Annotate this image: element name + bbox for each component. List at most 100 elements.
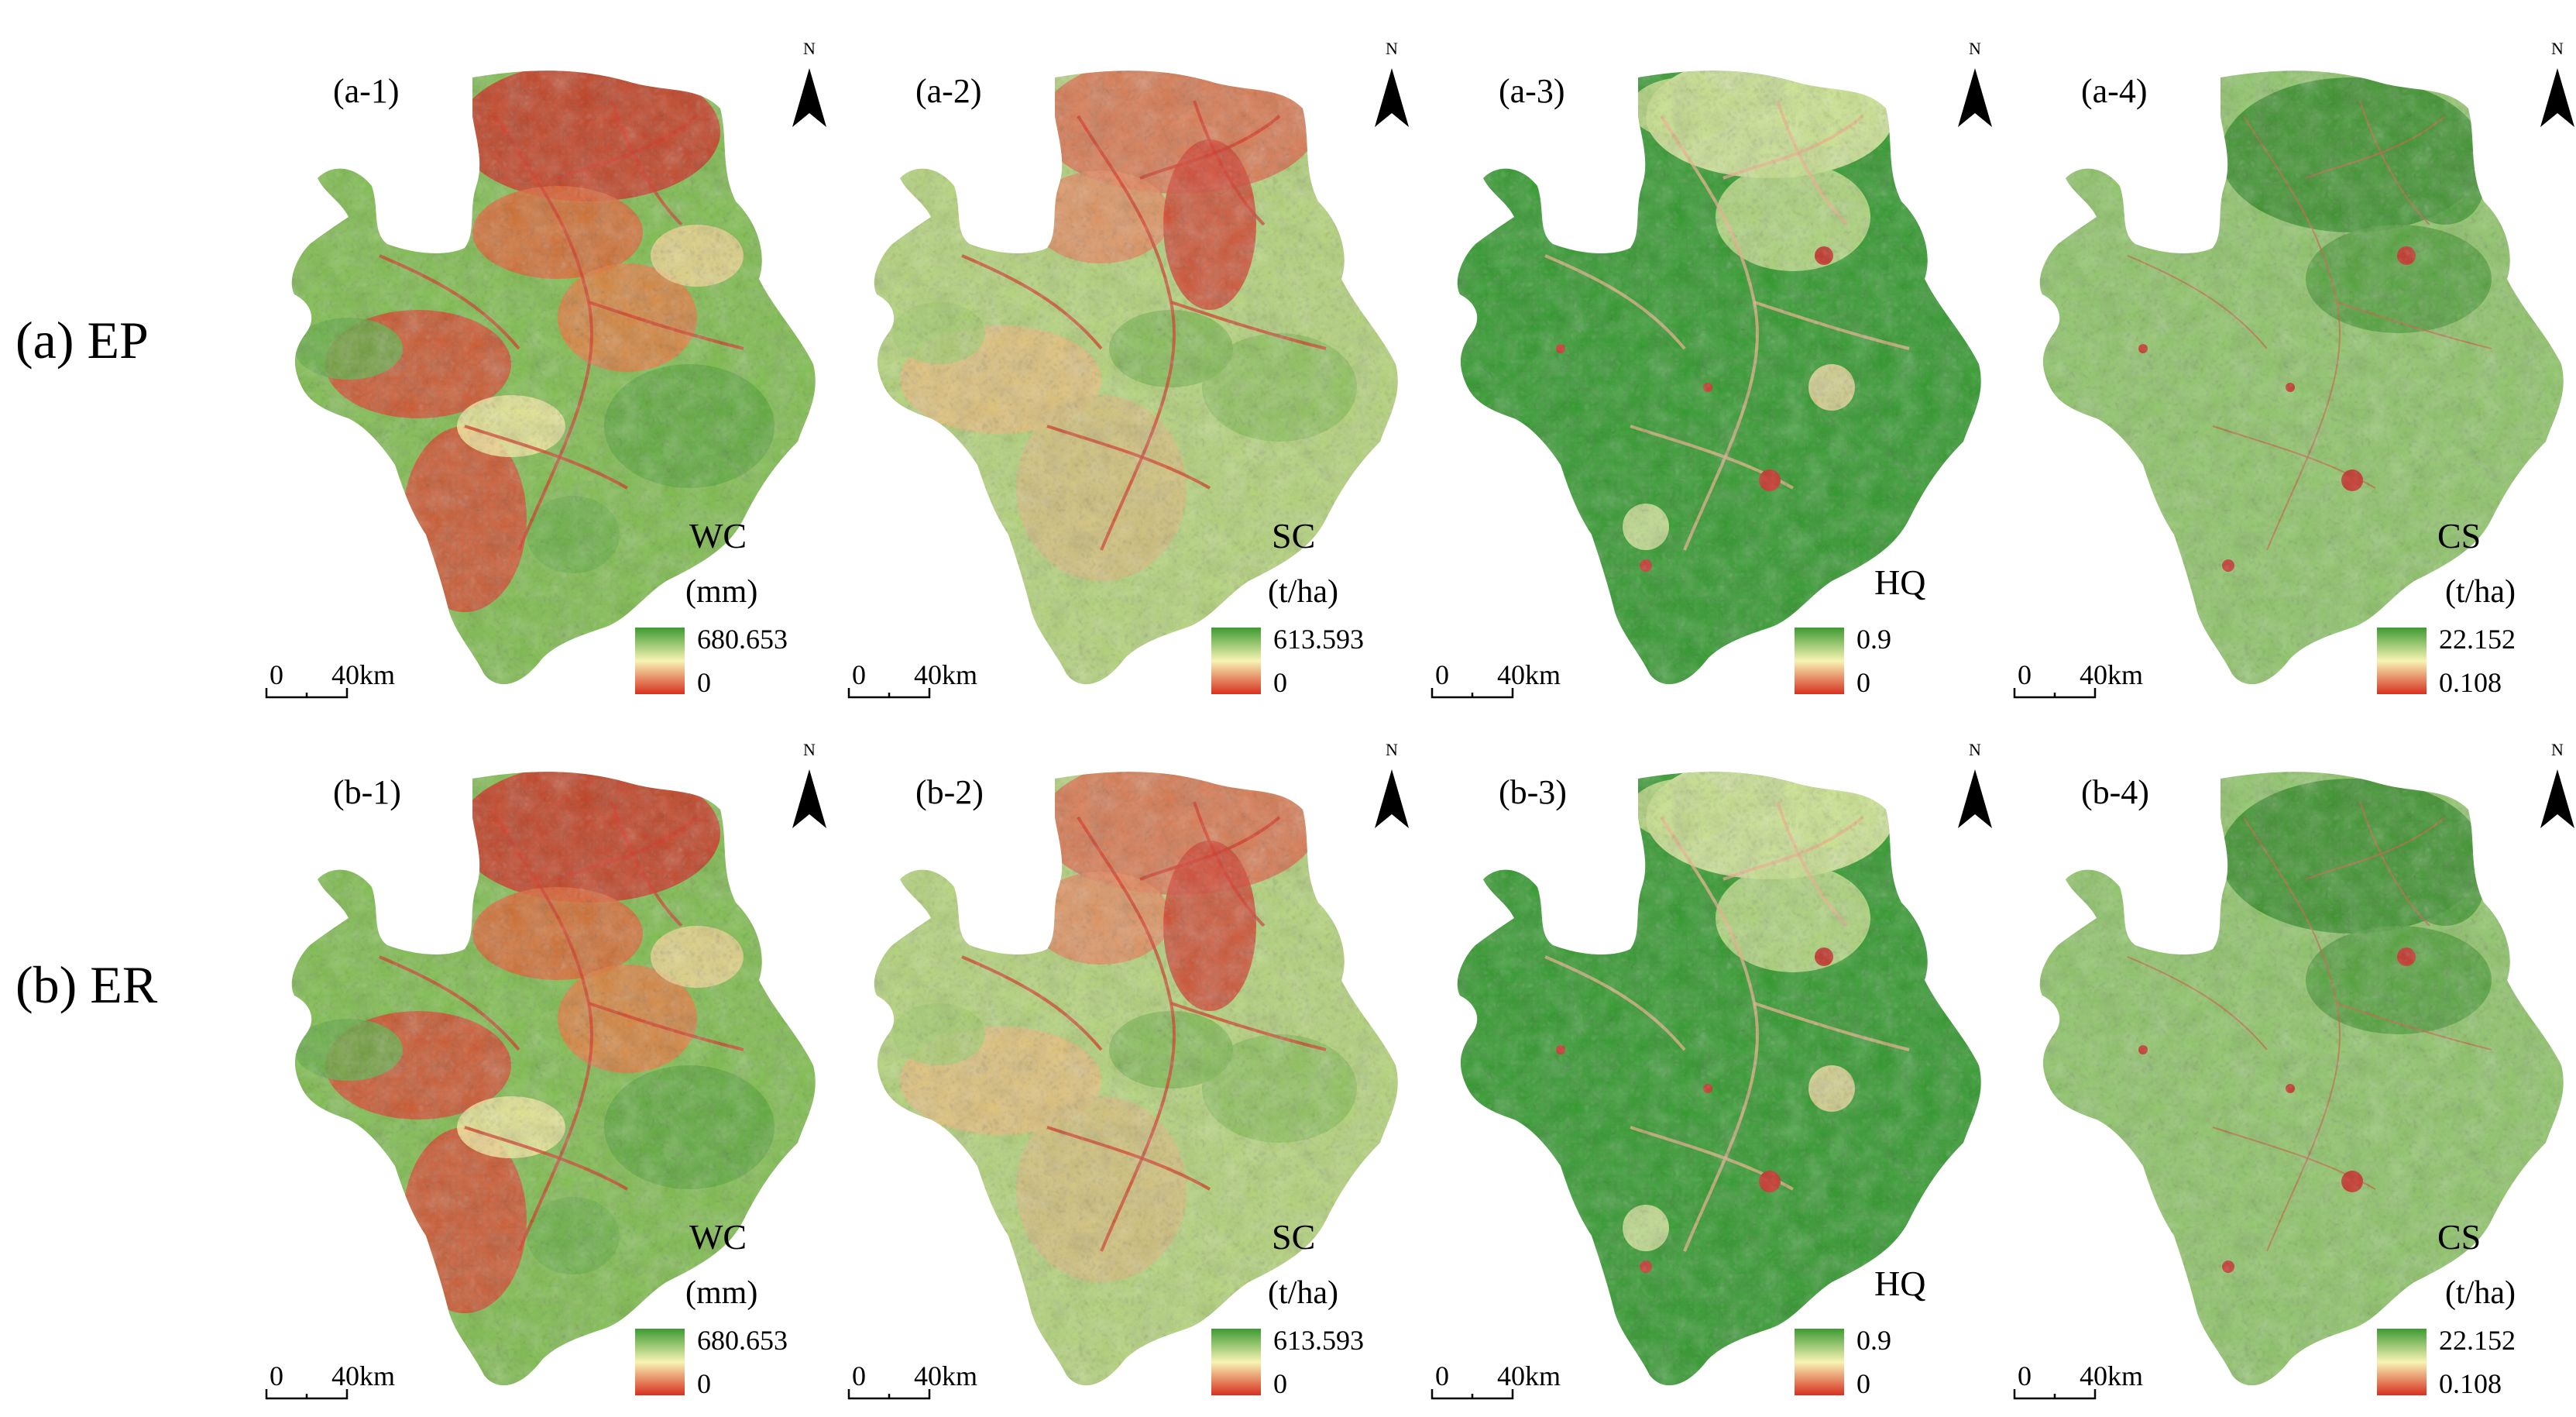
scale-start: 0 [270, 659, 283, 690]
legend-min: 0 [697, 1368, 711, 1399]
legend-gradient [1795, 628, 1844, 694]
panel-label: (b-2) [915, 773, 984, 811]
legend-min: 0 [1856, 667, 1870, 698]
legend-min: 0.108 [2439, 1368, 2502, 1399]
north-arrow: N [2534, 740, 2576, 841]
panel-label: (a-1) [333, 72, 400, 110]
scale-bar: 0 40km [846, 1360, 1001, 1400]
raster-map [874, 772, 1398, 1386]
scale-start: 0 [2018, 1360, 2032, 1391]
scale-end: 40km [331, 659, 396, 690]
scale-bar: 0 40km [263, 1360, 418, 1400]
scale-bar: 0 40km [1429, 1360, 1584, 1400]
panel-label: (a-3) [1499, 72, 1565, 110]
north-letter: N [1969, 39, 1981, 58]
scale-bar: 0 40km [2011, 659, 2166, 699]
scale-start: 0 [2018, 659, 2032, 690]
variable-unit: (t/ha) [2445, 1275, 2516, 1311]
legend-max: 22.152 [2439, 624, 2516, 655]
variable-name: WC [689, 516, 747, 555]
scale-end: 40km [331, 1360, 396, 1391]
legend-max: 0.9 [1856, 624, 1891, 655]
scale-end: 40km [914, 1360, 978, 1391]
variable-unit: (t/ha) [1268, 574, 1338, 610]
variable-name: HQ [1874, 562, 1926, 602]
scale-start: 0 [1435, 1360, 1449, 1391]
color-legend: 0.9 0 [1795, 1325, 2042, 1406]
color-legend: 613.593 0 [1211, 1325, 1459, 1406]
north-arrow: N [1369, 39, 1415, 139]
north-arrow: N [1952, 39, 1998, 139]
north-letter: N [803, 740, 816, 759]
panel-label: (b-3) [1499, 773, 1567, 811]
raster-map [1457, 772, 1981, 1386]
row-label-ep: (a) EP [15, 311, 149, 370]
scale-bar-line [1431, 1389, 1514, 1400]
map-panel-a-4: (a-4) N 0 40km CS (t/ha) 22.152 0.108 [2011, 23, 2576, 705]
raster-map [874, 71, 1398, 685]
raster-map [2039, 772, 2564, 1386]
variable-unit: (mm) [685, 574, 758, 610]
color-legend: 22.152 0.108 [2377, 1325, 2576, 1406]
raster-map [291, 772, 816, 1386]
north-letter: N [2551, 740, 2564, 759]
legend-gradient [2377, 628, 2427, 694]
map-panel-a-3: (a-3) N 0 40km HQ 0.9 0 [1429, 23, 2018, 705]
variable-name: WC [689, 1217, 747, 1257]
variable-name: CS [2437, 1217, 2482, 1257]
scale-bar: 0 40km [2011, 1360, 2166, 1400]
legend-gradient [1211, 628, 1261, 694]
panel-label: (a-2) [915, 72, 982, 110]
map-panel-b-4: (b-4) N 0 40km CS (t/ha) 22.152 0.108 [2011, 724, 2576, 1406]
raster-map [1457, 71, 1981, 685]
legend-max: 0.9 [1856, 1325, 1891, 1356]
color-legend: 22.152 0.108 [2377, 624, 2576, 705]
raster-map [291, 71, 816, 685]
scale-start: 0 [1435, 659, 1449, 690]
scale-bar: 0 40km [1429, 659, 1584, 699]
legend-max: 680.653 [697, 624, 788, 655]
panel-label: (b-4) [2081, 773, 2149, 811]
color-legend: 680.653 0 [635, 624, 883, 705]
legend-max: 680.653 [697, 1325, 788, 1356]
scale-end: 40km [914, 659, 978, 690]
north-arrow-icon [2540, 68, 2574, 127]
north-arrow-icon [1375, 769, 1409, 828]
north-arrow: N [1369, 740, 1415, 841]
north-arrow: N [1952, 740, 1998, 841]
scale-end: 40km [2080, 659, 2144, 690]
legend-gradient [2377, 1329, 2427, 1395]
scale-bar-line [1431, 688, 1514, 699]
scale-bar: 0 40km [263, 659, 418, 699]
legend-gradient [1211, 1329, 1261, 1395]
variable-name: SC [1272, 1217, 1316, 1257]
legend-gradient [635, 1329, 685, 1395]
legend-min: 0.108 [2439, 667, 2502, 698]
north-arrow-icon [2540, 769, 2574, 828]
north-arrow-icon [1958, 68, 1992, 127]
north-letter: N [1386, 740, 1398, 759]
north-arrow: N [786, 39, 833, 139]
scale-bar-line [265, 688, 349, 699]
scale-bar-line [265, 1389, 349, 1400]
north-arrow-icon [1375, 68, 1409, 127]
scale-start: 0 [852, 659, 866, 690]
map-panel-b-3: (b-3) N 0 40km HQ 0.9 0 [1429, 724, 2018, 1406]
scale-end: 40km [2080, 1360, 2144, 1391]
color-legend: 0.9 0 [1795, 624, 2042, 705]
raster-map [2039, 71, 2564, 685]
north-letter: N [803, 39, 816, 58]
north-letter: N [1969, 740, 1981, 759]
legend-gradient [635, 628, 685, 694]
variable-name: CS [2437, 516, 2482, 555]
scale-bar: 0 40km [846, 659, 1001, 699]
scale-end: 40km [1497, 659, 1561, 690]
north-arrow: N [786, 740, 833, 841]
scale-bar-line [2013, 1389, 2097, 1400]
north-arrow-icon [1958, 769, 1992, 828]
legend-max: 613.593 [1273, 1325, 1364, 1356]
color-legend: 613.593 0 [1211, 624, 1459, 705]
row-label-er: (b) ER [15, 955, 158, 1014]
north-letter: N [1386, 39, 1398, 58]
